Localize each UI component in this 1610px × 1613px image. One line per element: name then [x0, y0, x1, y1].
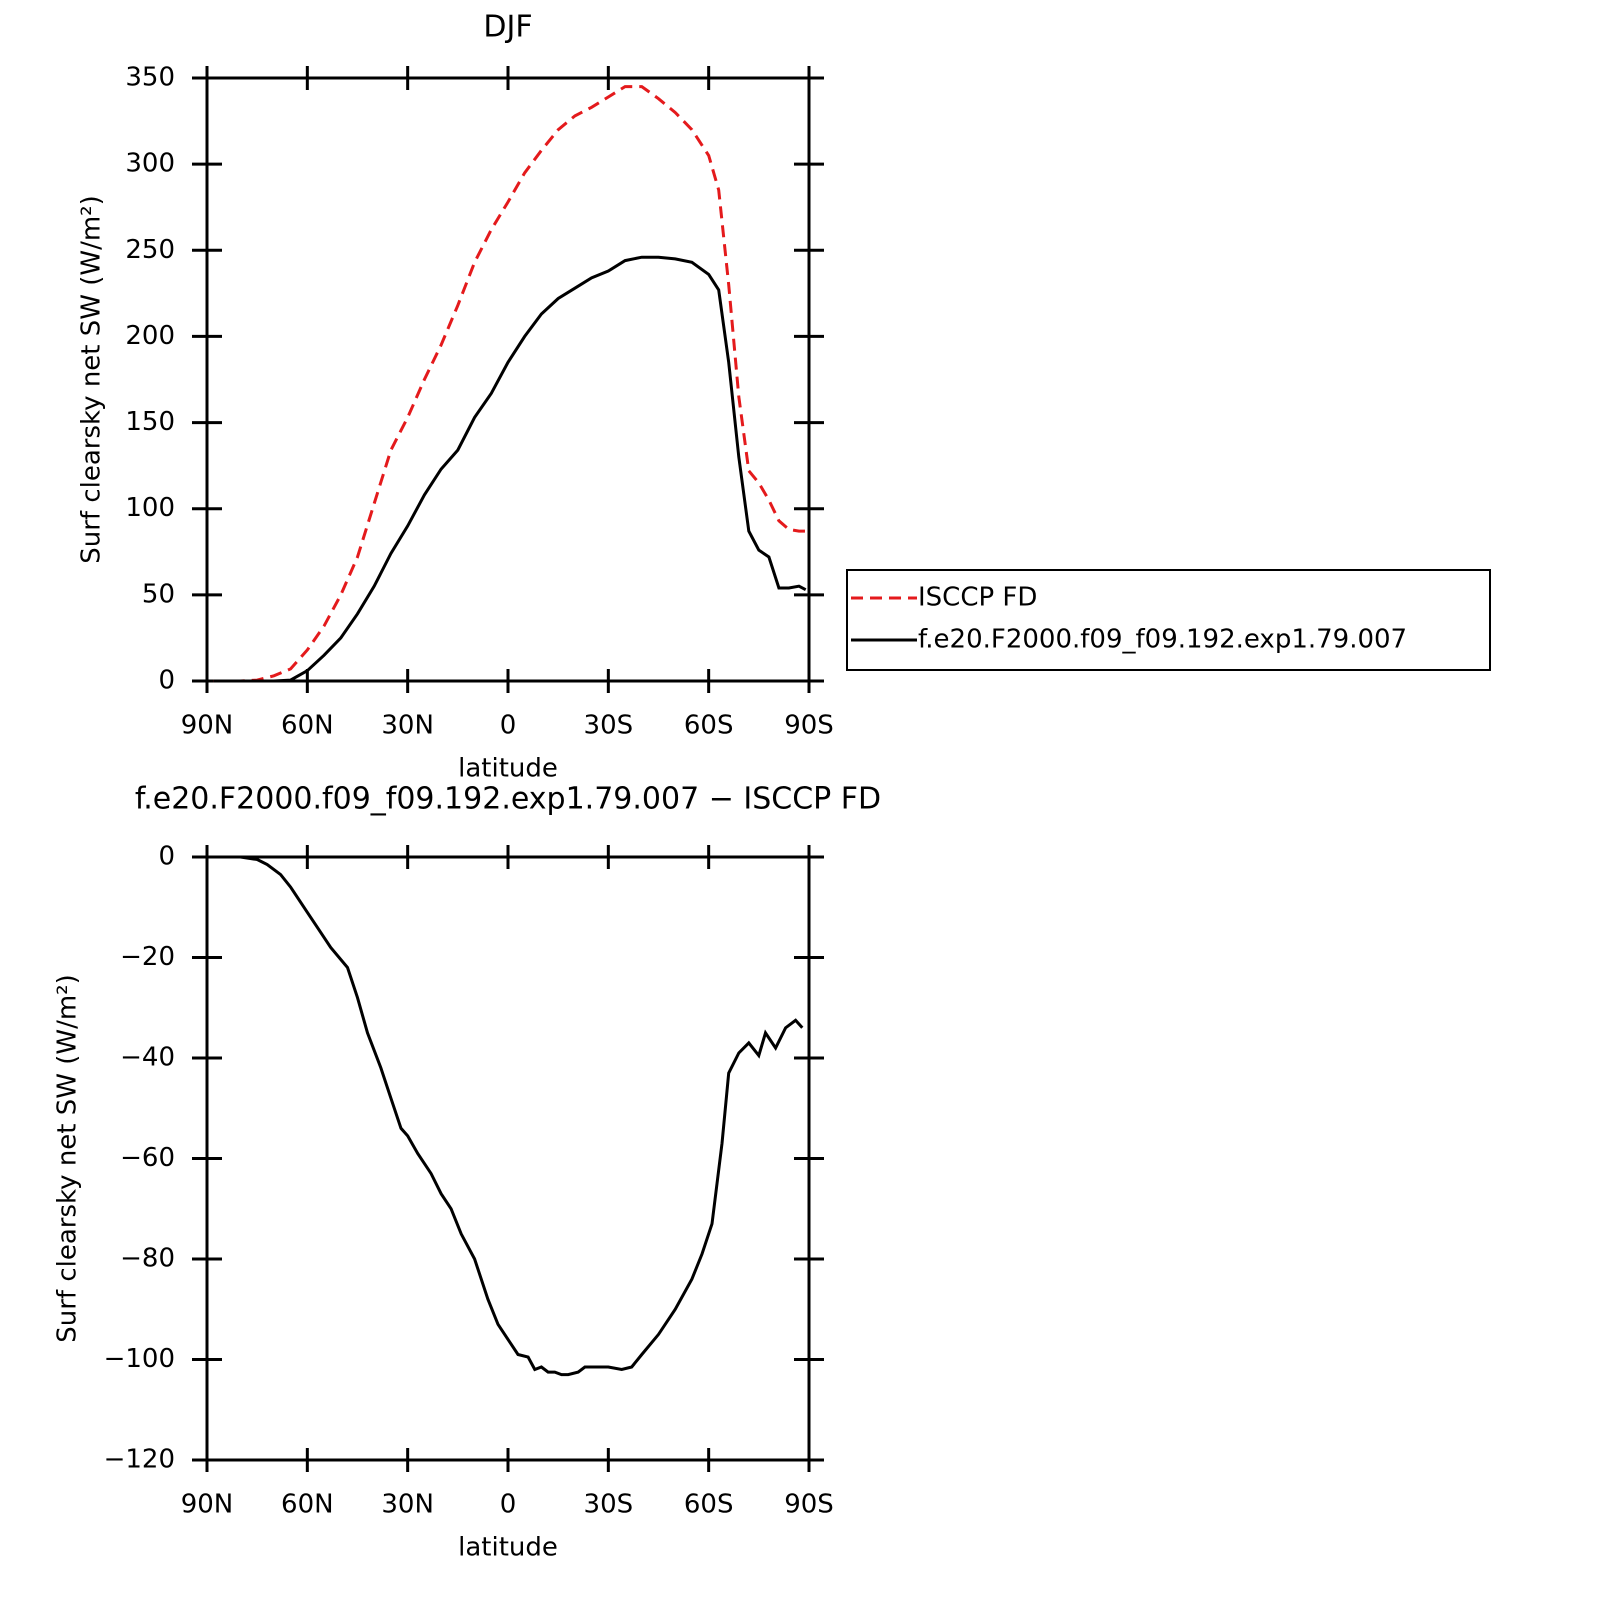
chart-title: f.e20.F2000.f09_f09.192.exp1.79.007 − IS… [135, 782, 881, 817]
x-tick-label: 60N [281, 711, 334, 741]
x-tick-label: 30S [584, 1490, 634, 1520]
x-tick-label: 30N [381, 711, 434, 741]
x-tick-label: 90N [181, 1490, 234, 1520]
y-tick-label: −60 [120, 1143, 175, 1173]
x-tick-label: 90N [181, 711, 234, 741]
y-tick-label: 0 [158, 666, 175, 696]
chart-title: DJF [483, 10, 532, 45]
y-tick-label: 150 [125, 407, 175, 437]
data-line [213, 85, 806, 683]
y-tick-label: −20 [120, 942, 175, 972]
data-line [213, 855, 804, 1377]
y-tick-label: 300 [125, 149, 175, 179]
legend-label: f.e20.F2000.f09_f09.192.exp1.79.007 [918, 625, 1407, 655]
x-tick-label: 60S [684, 711, 734, 741]
x-tick-label: 30S [584, 711, 634, 741]
y-tick-label: −80 [120, 1244, 175, 1274]
y-tick-label: −120 [104, 1445, 175, 1475]
y-tick-label: 100 [125, 493, 175, 523]
data-line [213, 255, 807, 683]
y-tick-label: 350 [125, 63, 175, 93]
y-tick-label: 0 [158, 842, 175, 872]
x-tick-label: 0 [500, 711, 517, 741]
y-tick-label: 250 [125, 235, 175, 265]
y-tick-label: −100 [104, 1344, 175, 1374]
x-axis-label: latitude [458, 1533, 558, 1563]
y-tick-label: 50 [142, 579, 175, 609]
x-tick-label: 90S [784, 1490, 834, 1520]
x-tick-label: 0 [500, 1490, 517, 1520]
x-tick-label: 60S [684, 1490, 734, 1520]
x-tick-label: 30N [381, 1490, 434, 1520]
plot-frame [205, 76, 811, 683]
x-tick-label: 60N [281, 1490, 334, 1520]
legend-box [846, 569, 1491, 671]
y-axis-label: Surf clearsky net SW (W/m²) [53, 974, 83, 1342]
y-axis-label: Surf clearsky net SW (W/m²) [77, 195, 107, 563]
y-tick-label: 200 [125, 321, 175, 351]
x-axis-label: latitude [458, 754, 558, 784]
legend-label: ISCCP FD [918, 583, 1037, 613]
x-tick-label: 90S [784, 711, 834, 741]
y-tick-label: −40 [120, 1043, 175, 1073]
